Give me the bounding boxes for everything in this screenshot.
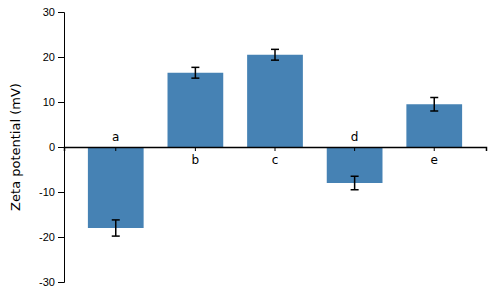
x-tick: [275, 147, 276, 151]
x-tick: [115, 147, 116, 151]
chart: -30 -20 -10 0 10 20 30 a b c d e Zeta potential (mV): [0, 0, 500, 294]
x-tick-mark: [275, 147, 276, 151]
y-tick-mark: [58, 147, 64, 148]
y-tick-mark: [58, 57, 64, 58]
x-tick: [434, 147, 435, 151]
error-bar-cap: [191, 77, 199, 79]
error-bar: [112, 220, 120, 236]
x-tick: [195, 147, 196, 151]
y-axis: -30 -20 -10 0 10 20 30: [39, 6, 64, 288]
x-axis: [65, 147, 487, 151]
y-tick-label: 0: [49, 141, 55, 153]
error-bar-line: [433, 98, 435, 112]
category-labels: a b c d e: [112, 130, 438, 167]
y-axis-title: Zeta potential (mV): [8, 83, 23, 211]
zero-line: [65, 148, 487, 152]
bar: [168, 73, 224, 147]
error-bar-cap: [271, 59, 279, 61]
error-bar: [351, 176, 359, 190]
x-tick-mark: [115, 147, 116, 151]
y-tick-mark: [58, 282, 64, 283]
error-bar-cap: [351, 176, 359, 178]
y-tick: -10: [39, 186, 64, 198]
y-tick-label: -30: [39, 276, 55, 288]
error-bar-line: [354, 176, 356, 190]
y-axis-line: [58, 13, 65, 283]
y-tick: 30: [43, 6, 64, 18]
y-tick-label: 10: [43, 96, 55, 108]
error-bar: [271, 49, 279, 60]
plot: -30 -20 -10 0 10 20 30 a b c d e: [39, 6, 486, 288]
y-tick: 20: [43, 51, 64, 63]
x-tick: [354, 147, 355, 151]
y-tick-label: 30: [43, 6, 55, 18]
y-tick-label: -20: [39, 231, 55, 243]
error-bar-cap: [112, 235, 120, 237]
error-bar-cap: [191, 67, 199, 69]
y-tick: -20: [39, 231, 64, 243]
bar: [88, 147, 144, 228]
x-tick-mark: [195, 147, 196, 151]
y-tick-mark: [58, 12, 64, 13]
category-label: b: [192, 153, 200, 167]
x-tick-mark: [354, 147, 355, 151]
y-tick: 0: [49, 141, 64, 153]
y-tick-mark: [58, 102, 64, 103]
y-tick-label: 20: [43, 51, 55, 63]
category-label: a: [112, 130, 119, 144]
error-bar-cap: [430, 97, 438, 99]
y-tick-mark: [58, 237, 64, 238]
bar: [406, 104, 462, 147]
error-bar-line: [195, 67, 197, 78]
category-label: e: [431, 153, 438, 167]
error-bar-cap: [430, 110, 438, 112]
error-bar: [191, 67, 199, 78]
error-bar-cap: [112, 219, 120, 221]
y-tick: 10: [43, 96, 64, 108]
error-bar-cap: [351, 189, 359, 191]
category-label: d: [351, 130, 359, 144]
bars: [88, 49, 462, 236]
y-tick-mark: [58, 192, 64, 193]
x-tick-mark: [434, 147, 435, 151]
y-tick-label: -10: [39, 186, 55, 198]
error-bar-cap: [271, 49, 279, 51]
category-label: c: [272, 153, 279, 167]
y-tick: -30: [39, 276, 64, 288]
error-bar-line: [274, 49, 276, 60]
error-bar-line: [115, 220, 117, 236]
bar: [247, 55, 303, 147]
error-bar: [430, 98, 438, 112]
